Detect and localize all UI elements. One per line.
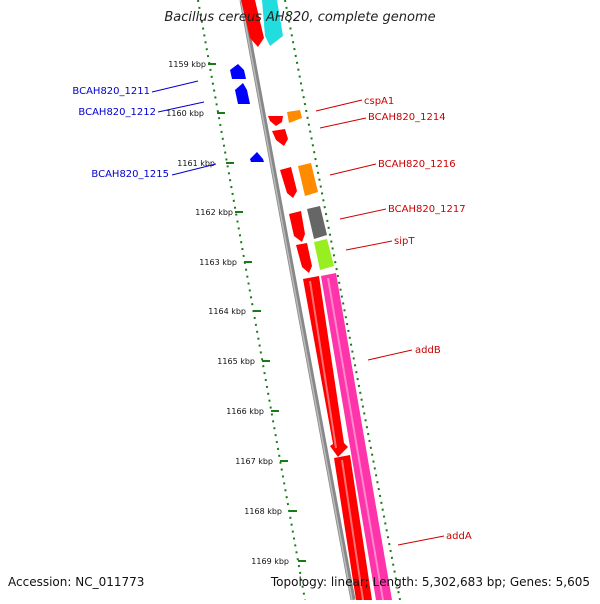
gene-bcah820-1215[interactable]: [250, 152, 264, 162]
ruler-label: 1166 kbp: [226, 407, 264, 416]
leader-bcah820-1212: [157, 101, 205, 113]
leader-adda: [397, 535, 445, 546]
ruler-label: 1161 kbp: [177, 159, 215, 168]
gene-bcah820-1211[interactable]: [230, 64, 246, 79]
gene-addb[interactable]: [321, 273, 392, 600]
leader-cspa1: [315, 99, 363, 112]
gene-red-small-1[interactable]: [268, 116, 283, 126]
ruler-label: 1169 kbp: [251, 557, 289, 566]
gene-bcah820-1217[interactable]: [307, 206, 327, 239]
label-sipt[interactable]: sipT: [394, 236, 415, 247]
label-addb[interactable]: addB: [415, 345, 441, 356]
ruler-label: 1164 kbp: [208, 307, 246, 316]
genome-axis-highlight: [240, 0, 353, 601]
ruler-tick-marks: [208, 63, 306, 562]
gene-red-long-shade: [309, 280, 337, 449]
gene-bcah820-1214[interactable]: [272, 129, 288, 146]
gene-red-1217[interactable]: [289, 211, 305, 242]
gene-bcah820-1216[interactable]: [298, 163, 318, 196]
label-bcah820-1212[interactable]: BCAH820_1212: [78, 107, 156, 118]
leader-bcah820-1214: [319, 117, 367, 129]
leader-bcah820-1216: [329, 163, 377, 176]
accession-text: Accession: NC_011773: [8, 575, 145, 589]
right-labels: cspA1 BCAH820_1214 BCAH820_1216 BCAH820_…: [364, 96, 472, 542]
ruler-label: 1167 kbp: [235, 457, 273, 466]
left-leader-lines: [151, 80, 217, 176]
ruler-label: 1159 kbp: [168, 60, 206, 69]
gene-red-long[interactable]: [303, 276, 348, 457]
leader-sipt: [345, 240, 393, 251]
ruler-label: 1165 kbp: [217, 357, 255, 366]
label-bcah820-1214[interactable]: BCAH820_1214: [368, 112, 446, 123]
left-labels: BCAH820_1211 BCAH820_1212 BCAH820_1215: [72, 86, 169, 180]
label-cspa1[interactable]: cspA1: [364, 96, 394, 107]
genome-title: Bacillus cereus AH820, complete genome: [164, 10, 436, 25]
ruler-label: 1163 kbp: [199, 258, 237, 267]
ruler-label: 1162 kbp: [195, 208, 233, 217]
gene-addb-shade: [327, 277, 384, 601]
genome-summary-text: Topology: linear; Length: 5,302,683 bp; …: [270, 575, 590, 589]
gene-red-lower-shade: [341, 459, 364, 601]
label-bcah820-1215[interactable]: BCAH820_1215: [91, 169, 169, 180]
ruler-label: 1168 kbp: [244, 507, 282, 516]
gene-cyan-top[interactable]: [262, 0, 283, 46]
label-bcah820-1217[interactable]: BCAH820_1217: [388, 204, 466, 215]
gene-sipt[interactable]: [314, 239, 334, 270]
label-bcah820-1211[interactable]: BCAH820_1211: [72, 86, 150, 97]
gene-cspa1[interactable]: [287, 110, 302, 123]
leader-bcah820-1211: [151, 80, 199, 93]
gene-red-1216[interactable]: [280, 167, 297, 198]
genome-axis: [239, 0, 356, 601]
gene-red-sipt[interactable]: [296, 243, 312, 273]
leader-addb: [367, 349, 413, 361]
label-bcah820-1216[interactable]: BCAH820_1216: [378, 159, 456, 170]
gene-bcah820-1212[interactable]: [235, 83, 250, 104]
ruler-label: 1160 kbp: [166, 109, 204, 118]
leader-bcah820-1215: [171, 163, 217, 176]
right-leader-lines: [315, 99, 445, 546]
ruler-labels: 1159 kbp 1160 kbp 1161 kbp 1162 kbp 1163…: [166, 60, 289, 566]
gene-red-top[interactable]: [241, 0, 264, 47]
label-adda[interactable]: addA: [446, 531, 472, 542]
leader-bcah820-1217: [339, 208, 387, 220]
